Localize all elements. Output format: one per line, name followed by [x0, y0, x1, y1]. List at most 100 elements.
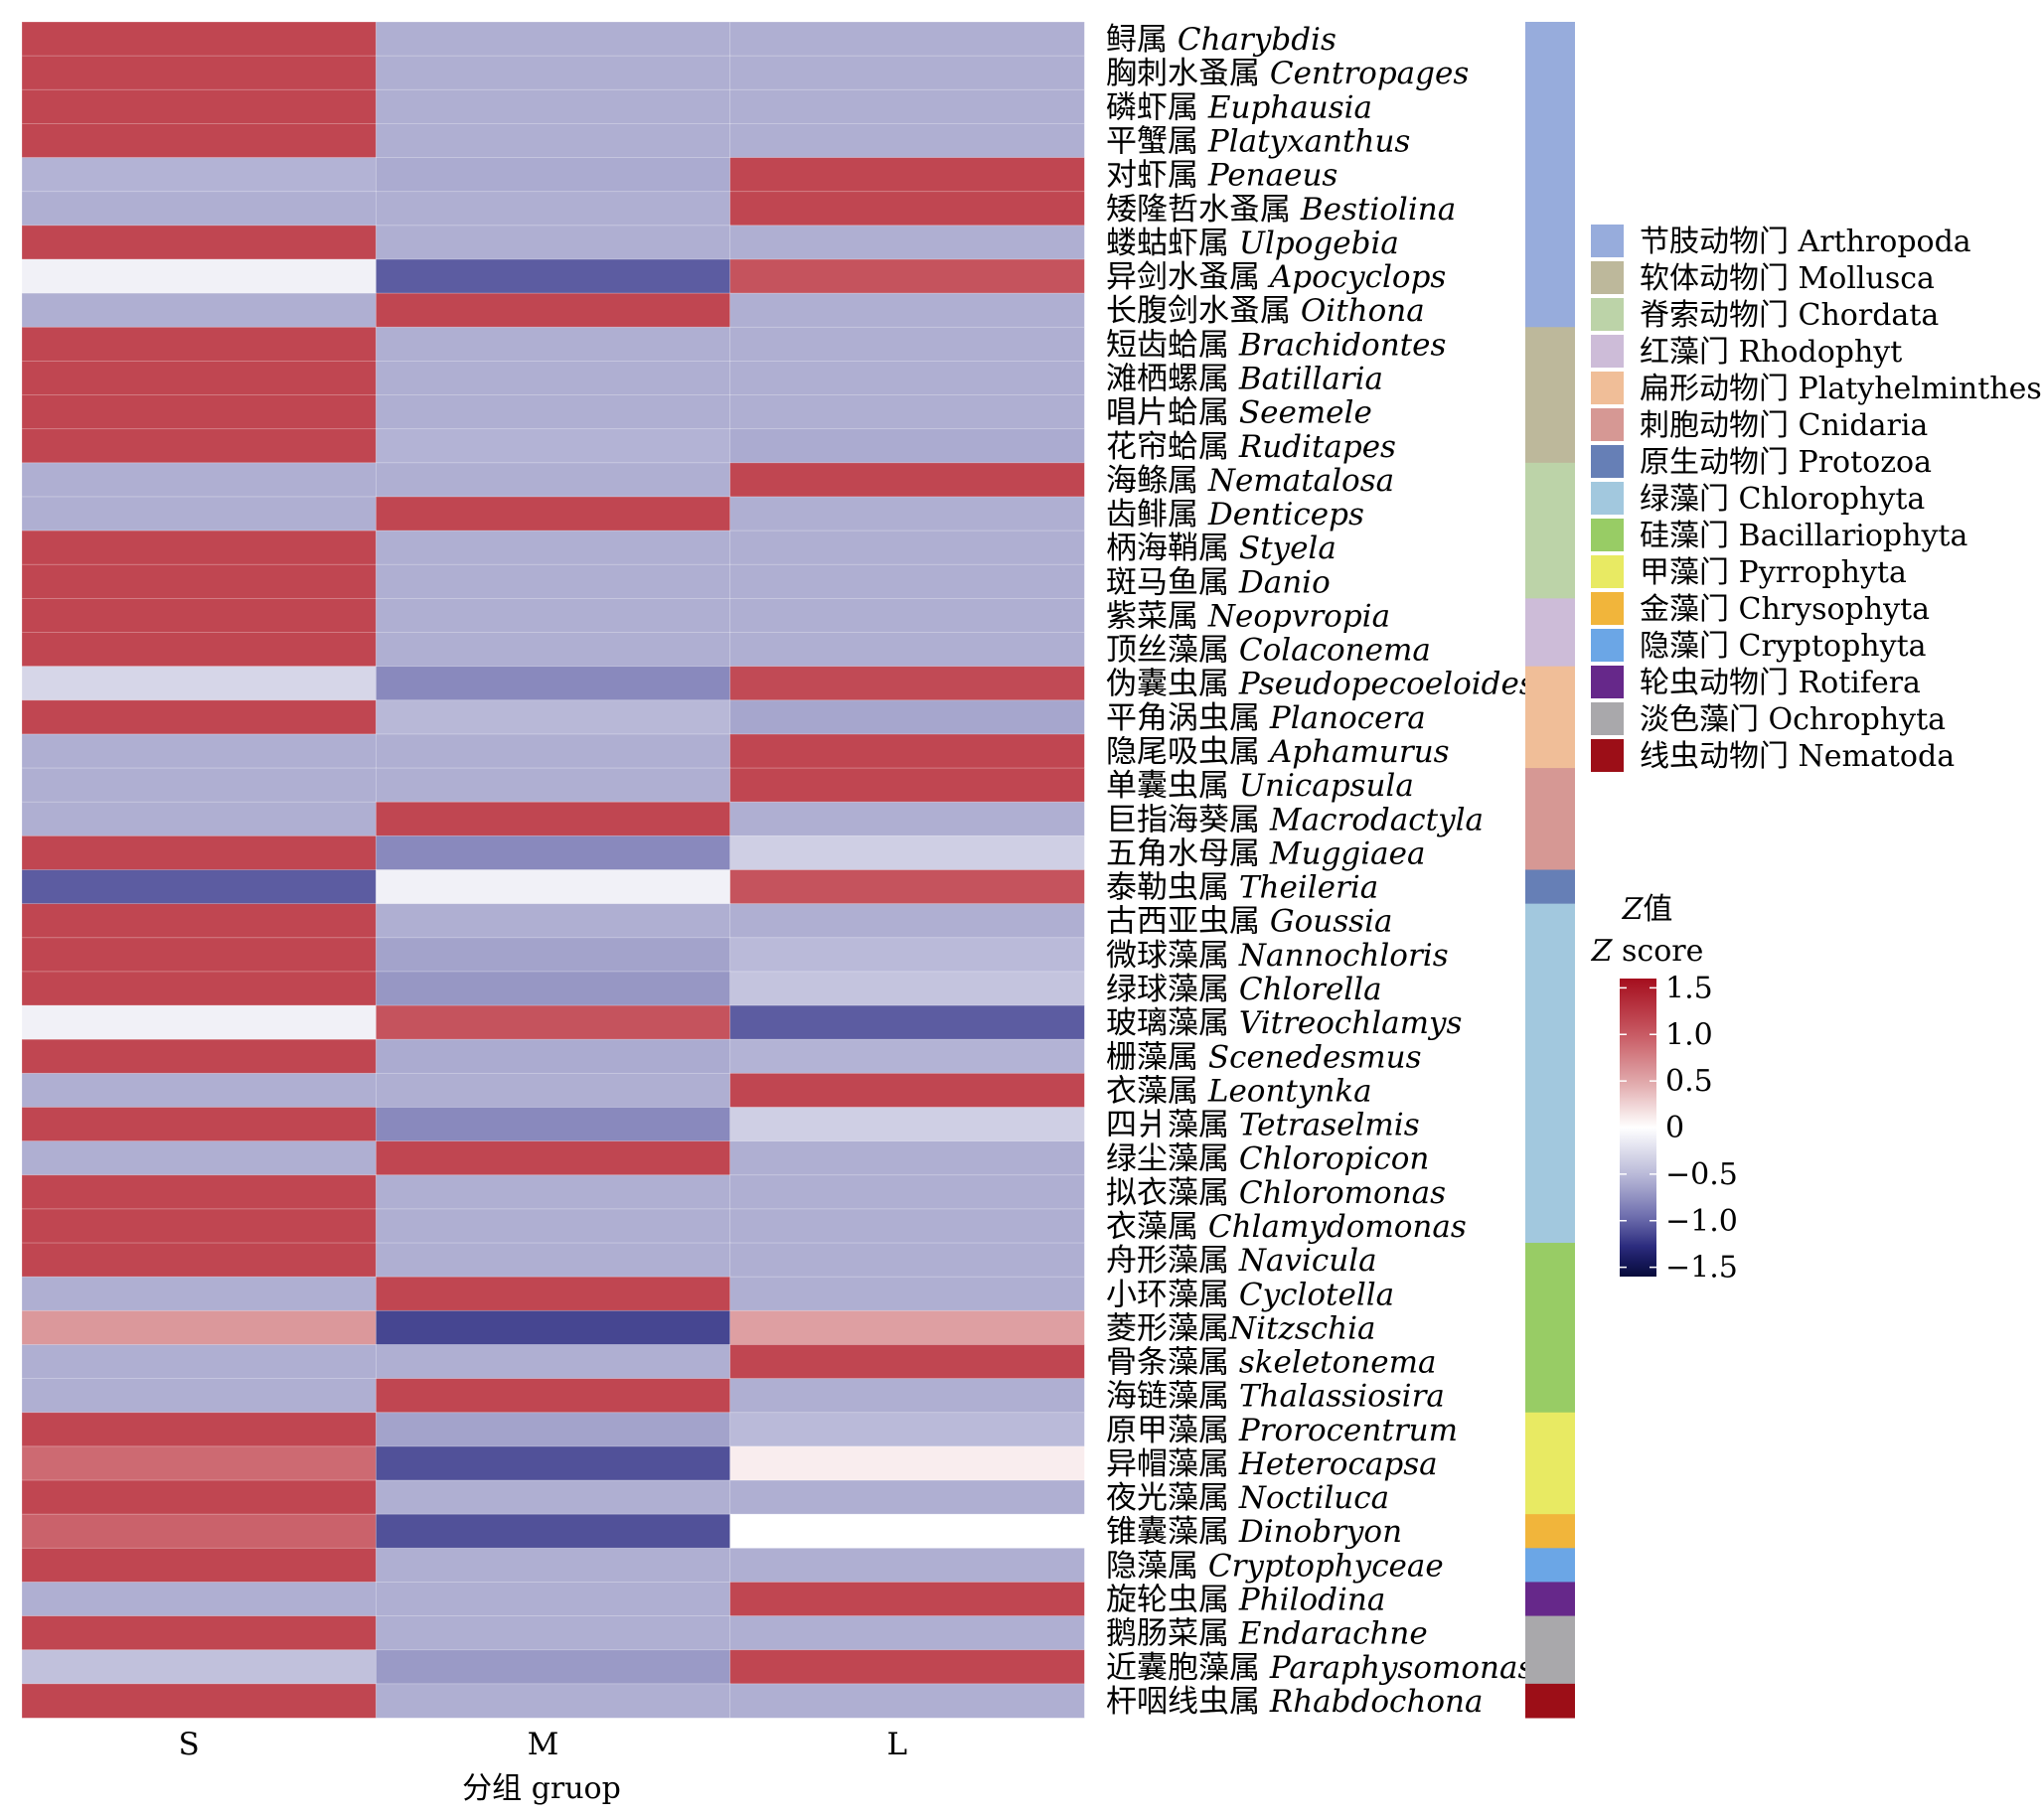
heatmap-cell: [21, 1242, 378, 1278]
row-label-zh: 隐尾吸虫属: [1106, 734, 1270, 770]
row-label-zh: 蝼蛄虾属: [1106, 226, 1239, 261]
phylum-annotation-block: [1525, 1514, 1575, 1549]
row-label-latin: Leontynka: [1207, 1073, 1372, 1109]
heatmap-cell: [375, 1582, 731, 1617]
legend-label: 硅藻门 Bacillariophyta: [1640, 519, 1967, 553]
row-label-zh: 栅藻属: [1106, 1039, 1208, 1075]
heatmap-cell: [21, 1378, 378, 1414]
row-label: 平角涡虫属 Planocera: [1106, 700, 1426, 736]
row-label: 蝼蛄虾属 Ulpogebia: [1106, 226, 1399, 261]
colorbar-title-en: Z score: [1591, 934, 1704, 969]
row-label-zh: 柄海鞘属: [1106, 530, 1239, 566]
heatmap-cell: [729, 666, 1085, 701]
heatmap-cell: [375, 191, 731, 227]
heatmap-cells: [21, 21, 1085, 1719]
row-label: 旋轮虫属 Philodina: [1106, 1583, 1385, 1618]
heatmap-cell: [375, 496, 731, 531]
heatmap-cell: [21, 834, 378, 871]
heatmap-cell: [729, 1412, 1085, 1447]
heatmap-cell: [21, 258, 378, 294]
heatmap-cell: [375, 733, 731, 769]
heatmap-cell: [375, 666, 731, 701]
row-label-latin: Platyxanthus: [1207, 123, 1410, 159]
heatmap-cell: [729, 21, 1085, 57]
colorbar-tick-label: 1.5: [1665, 971, 1713, 1005]
heatmap-cell: [729, 1208, 1085, 1244]
legend-swatch: [1591, 372, 1624, 404]
heatmap-cell: [375, 55, 731, 91]
legend-swatch: [1591, 298, 1624, 331]
heatmap-cell: [729, 1140, 1085, 1176]
heatmap-cell: [375, 1513, 731, 1550]
heatmap-cell: [729, 937, 1085, 973]
legend-swatch: [1591, 592, 1624, 625]
phylum-annotation-block: [1525, 903, 1575, 1244]
heatmap-cell: [21, 1072, 378, 1109]
heatmap-cell: [21, 937, 378, 973]
row-label-latin: Chloropicon: [1239, 1141, 1430, 1177]
column-label: L: [887, 1727, 908, 1762]
phylum-annotation-block: [1525, 1683, 1575, 1719]
heatmap-cell: [375, 1072, 731, 1109]
row-label-latin: Seemele: [1239, 395, 1372, 431]
row-label: 原甲藻属 Prorocentrum: [1106, 1413, 1458, 1448]
row-label-latin: Chloromonas: [1239, 1175, 1446, 1211]
row-label: 鲟属 Charybdis: [1106, 22, 1336, 58]
heatmap-cell: [729, 1242, 1085, 1278]
row-label-zh: 绿球藻属: [1106, 972, 1239, 1007]
heatmap-cell: [729, 360, 1085, 396]
row-label-zh: 齿鲱属: [1106, 497, 1208, 532]
heatmap-cell: [729, 1174, 1085, 1210]
row-label: 菱形藻属Nitzschia: [1106, 1310, 1375, 1346]
heatmap-cell: [375, 1004, 731, 1040]
heatmap-cell: [21, 1038, 378, 1075]
row-label: 海鲦属 Nematalosa: [1106, 463, 1394, 499]
legend-swatch: [1591, 445, 1624, 478]
row-label: 滩栖螺属 Batillaria: [1106, 361, 1383, 396]
row-label-zh: 四爿藻属: [1106, 1108, 1239, 1143]
heatmap-cell: [21, 157, 378, 193]
heatmap-cell: [21, 1513, 378, 1550]
heatmap-cell: [375, 801, 731, 837]
row-label-latin: Rhabdochona: [1269, 1684, 1484, 1720]
row-label-latin: Euphausia: [1207, 89, 1372, 125]
row-label: 柄海鞘属 Styela: [1106, 530, 1336, 566]
phylum-annotation-block: [1525, 1615, 1575, 1685]
colorbar-tick-label: 0.5: [1665, 1064, 1713, 1099]
legend-label: 脊索动物门 Chordata: [1640, 298, 1939, 333]
row-label-zh: 隐藻属: [1106, 1548, 1208, 1584]
heatmap-cell: [729, 258, 1085, 294]
row-label-zh: 顶丝藻属: [1106, 633, 1239, 669]
row-label-zh: 绿尘藻属: [1106, 1141, 1239, 1177]
row-label: 齿鲱属 Denticeps: [1106, 497, 1364, 532]
heatmap-cell: [21, 666, 378, 701]
heatmap-cell: [21, 360, 378, 396]
heatmap-cell: [21, 1004, 378, 1040]
heatmap-cell: [729, 632, 1085, 668]
colorbar-tick-label: 0: [1665, 1111, 1684, 1145]
row-label: 玻璃藻属 Vitreochlamys: [1106, 1005, 1462, 1041]
heatmap-cell: [729, 428, 1085, 464]
heatmap-cell: [729, 1582, 1085, 1617]
heatmap-cell: [375, 1615, 731, 1651]
row-label: 衣藻属 Leontynka: [1106, 1073, 1372, 1109]
heatmap-cell: [375, 326, 731, 363]
row-label-zh: 平蟹属: [1106, 123, 1208, 159]
row-label-zh: 对虾属: [1106, 158, 1208, 194]
row-label-latin: Prorocentrum: [1238, 1413, 1458, 1448]
row-label: 单囊虫属 Unicapsula: [1106, 768, 1414, 804]
phylum-annotation-block: [1525, 1243, 1575, 1414]
row-label: 古西亚虫属 Goussia: [1106, 904, 1392, 940]
row-label-zh: 胸刺水蚤属: [1106, 56, 1270, 91]
phylum-annotation-block: [1525, 462, 1575, 599]
heatmap-cell: [375, 88, 731, 125]
row-label: 五角水母属 Muggiaea: [1106, 835, 1425, 871]
phylum-annotation-block: [1525, 1412, 1575, 1515]
row-label-zh: 海鲦属: [1106, 463, 1208, 499]
row-label: 短齿蛤属 Brachidontes: [1106, 327, 1446, 363]
heatmap-cell: [729, 903, 1085, 939]
row-label-zh: 长腹剑水蚤属: [1106, 293, 1301, 329]
row-label-zh: 玻璃藻属: [1106, 1005, 1239, 1041]
